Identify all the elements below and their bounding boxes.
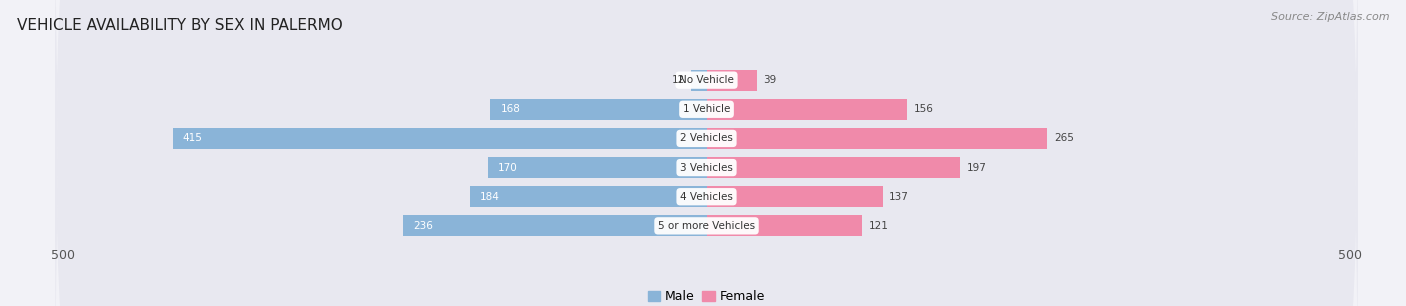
Text: 168: 168 [501,104,520,114]
Bar [488,157,707,178]
Bar [491,99,707,120]
Text: 3 Vehicles: 3 Vehicles [681,162,733,173]
Text: 197: 197 [966,162,986,173]
Text: 170: 170 [498,162,517,173]
Bar [173,128,707,149]
Bar [707,128,1047,149]
Text: 2 Vehicles: 2 Vehicles [681,133,733,144]
FancyBboxPatch shape [56,0,1357,300]
Legend: Male, Female: Male, Female [643,285,770,306]
Text: 156: 156 [914,104,934,114]
FancyBboxPatch shape [56,35,1357,306]
Text: 39: 39 [763,75,776,85]
Bar [404,215,707,236]
Bar [707,157,960,178]
Text: 4 Vehicles: 4 Vehicles [681,192,733,202]
FancyBboxPatch shape [56,0,1357,271]
Bar [470,186,707,207]
Text: 5 or more Vehicles: 5 or more Vehicles [658,221,755,231]
Text: No Vehicle: No Vehicle [679,75,734,85]
FancyBboxPatch shape [56,0,1357,241]
Bar [692,70,707,91]
Bar [707,215,862,236]
FancyBboxPatch shape [56,65,1357,306]
Text: 236: 236 [413,221,433,231]
Text: Source: ZipAtlas.com: Source: ZipAtlas.com [1271,12,1389,22]
Text: 121: 121 [869,221,889,231]
Text: 415: 415 [183,133,202,144]
Bar [707,99,907,120]
Text: VEHICLE AVAILABILITY BY SEX IN PALERMO: VEHICLE AVAILABILITY BY SEX IN PALERMO [17,18,343,33]
Text: 184: 184 [479,192,501,202]
Bar [707,186,883,207]
Text: 12: 12 [672,75,685,85]
FancyBboxPatch shape [56,6,1357,306]
Text: 265: 265 [1054,133,1074,144]
Text: 137: 137 [889,192,910,202]
Bar [707,70,756,91]
Text: 1 Vehicle: 1 Vehicle [683,104,730,114]
